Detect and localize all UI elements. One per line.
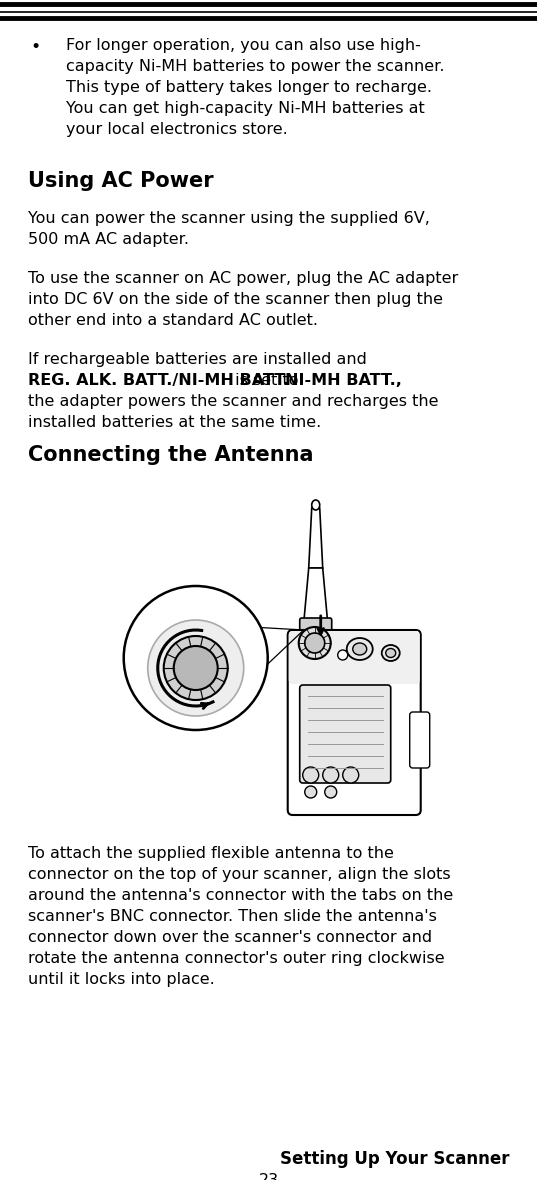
Ellipse shape <box>386 649 396 657</box>
Circle shape <box>323 767 339 784</box>
Text: connector on the top of your scanner, align the slots: connector on the top of your scanner, al… <box>28 867 451 881</box>
Text: Setting Up Your Scanner: Setting Up Your Scanner <box>280 1150 510 1168</box>
Text: To use the scanner on AC power, plug the AC adapter: To use the scanner on AC power, plug the… <box>28 271 458 286</box>
Circle shape <box>304 786 317 798</box>
FancyBboxPatch shape <box>289 631 420 684</box>
Text: installed batteries at the same time.: installed batteries at the same time. <box>28 415 321 430</box>
Circle shape <box>338 650 348 660</box>
Ellipse shape <box>347 638 373 660</box>
Circle shape <box>164 636 228 700</box>
Circle shape <box>299 627 331 658</box>
Polygon shape <box>309 509 323 568</box>
Circle shape <box>124 586 268 730</box>
Text: scanner's BNC connector. Then slide the antenna's: scanner's BNC connector. Then slide the … <box>28 909 437 924</box>
Text: NI-MH BATT.,: NI-MH BATT., <box>285 373 402 388</box>
Text: the adapter powers the scanner and recharges the: the adapter powers the scanner and recha… <box>28 394 439 409</box>
Circle shape <box>325 786 337 798</box>
FancyBboxPatch shape <box>410 712 430 768</box>
Text: To attach the supplied flexible antenna to the: To attach the supplied flexible antenna … <box>28 846 394 861</box>
Circle shape <box>148 620 244 716</box>
Text: 23: 23 <box>258 1173 279 1180</box>
Text: This type of battery takes longer to recharge.: This type of battery takes longer to rec… <box>66 80 432 96</box>
Polygon shape <box>304 568 328 623</box>
Text: Connecting the Antenna: Connecting the Antenna <box>28 445 314 465</box>
FancyBboxPatch shape <box>300 686 391 784</box>
Ellipse shape <box>353 643 367 655</box>
Circle shape <box>343 767 359 784</box>
Text: other end into a standard AC outlet.: other end into a standard AC outlet. <box>28 313 318 328</box>
Text: your local electronics store.: your local electronics store. <box>66 122 288 137</box>
FancyBboxPatch shape <box>288 630 420 815</box>
Text: rotate the antenna connector's outer ring clockwise: rotate the antenna connector's outer rin… <box>28 951 445 966</box>
Text: connector down over the scanner's connector and: connector down over the scanner's connec… <box>28 930 432 945</box>
Text: into DC 6V on the side of the scanner then plug the: into DC 6V on the side of the scanner th… <box>28 291 443 307</box>
Ellipse shape <box>311 500 320 510</box>
Circle shape <box>174 645 217 690</box>
Circle shape <box>304 632 325 653</box>
Text: until it locks into place.: until it locks into place. <box>28 972 215 986</box>
Text: If rechargeable batteries are installed and: If rechargeable batteries are installed … <box>28 352 367 367</box>
Circle shape <box>303 767 319 784</box>
Text: Using AC Power: Using AC Power <box>28 171 214 191</box>
Text: capacity Ni-MH batteries to power the scanner.: capacity Ni-MH batteries to power the sc… <box>66 59 445 74</box>
FancyBboxPatch shape <box>300 618 332 640</box>
Text: REG. ALK. BATT./NI-MH BATT.: REG. ALK. BATT./NI-MH BATT. <box>28 373 289 388</box>
Text: You can get high-capacity Ni-MH batteries at: You can get high-capacity Ni-MH batterie… <box>66 101 425 116</box>
Text: For longer operation, you can also use high-: For longer operation, you can also use h… <box>66 38 421 53</box>
Text: You can power the scanner using the supplied 6V,: You can power the scanner using the supp… <box>28 211 430 227</box>
Text: around the antenna's connector with the tabs on the: around the antenna's connector with the … <box>28 889 453 903</box>
Text: is set to: is set to <box>230 373 303 388</box>
Text: •: • <box>30 38 40 55</box>
Ellipse shape <box>382 645 400 661</box>
Text: 500 mA AC adapter.: 500 mA AC adapter. <box>28 232 189 247</box>
